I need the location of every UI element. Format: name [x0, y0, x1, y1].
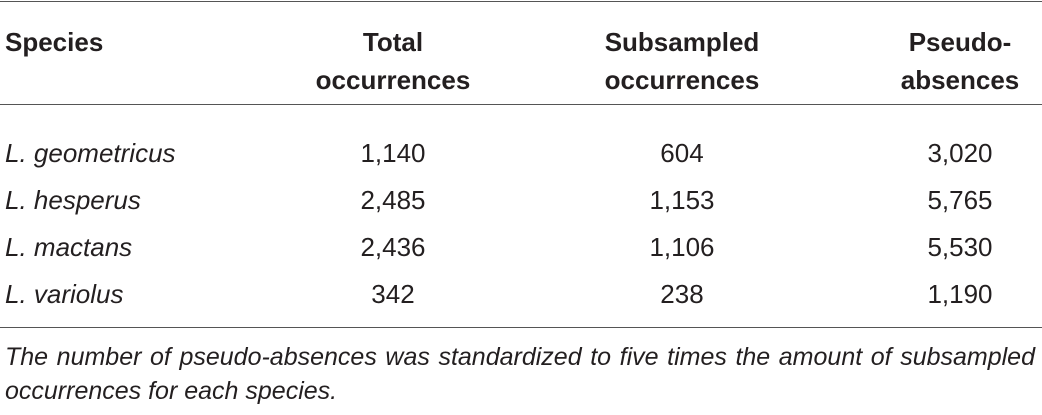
number-cell: 1,106 — [649, 232, 715, 262]
header-rule — [0, 104, 1042, 105]
number-cell: 604 — [660, 138, 704, 168]
header-cell: Subsampled occurrences — [604, 27, 760, 95]
number-cell: 238 — [660, 279, 704, 309]
number-cell: 5,530 — [927, 232, 993, 262]
footnote: The number of pseudo-absences was standa… — [5, 343, 1035, 405]
header-cell: Total occurrences — [315, 27, 471, 95]
species-cell: L. variolus — [5, 279, 124, 309]
number-cell: 1,190 — [927, 279, 993, 309]
top-rule — [0, 1, 1042, 2]
number-cell: 1,140 — [360, 138, 426, 168]
bottom-rule — [0, 327, 1042, 328]
number-cell: 2,436 — [360, 232, 426, 262]
species-cell: L. hesperus — [5, 185, 141, 215]
species-cell: L. geometricus — [5, 138, 176, 168]
number-cell: 5,765 — [927, 185, 993, 215]
number-cell: 342 — [371, 279, 415, 309]
number-cell: 3,020 — [927, 138, 993, 168]
header-cell: Pseudo-absences — [900, 27, 1020, 95]
number-cell: 2,485 — [360, 185, 426, 215]
species-cell: L. mactans — [5, 232, 133, 262]
number-cell: 1,153 — [649, 185, 715, 215]
header-cell: Species — [5, 27, 104, 57]
